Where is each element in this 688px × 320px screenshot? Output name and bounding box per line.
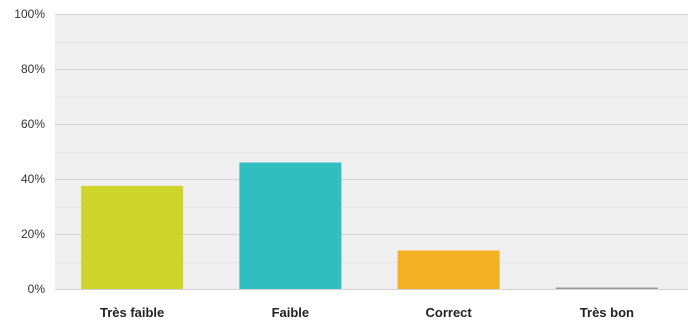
y-axis-tick-labels: 0% 20% 40% 60% 80% 100%	[14, 7, 45, 296]
x-category-label: Très bon	[580, 305, 634, 320]
bar-3	[397, 250, 500, 289]
x-category-label: Très faible	[100, 305, 164, 320]
y-tick-label: 40%	[21, 172, 45, 186]
bar-1	[81, 185, 184, 289]
y-tick-label: 20%	[21, 227, 45, 241]
y-tick-label: 60%	[21, 117, 45, 131]
y-tick-label: 0%	[28, 282, 46, 296]
x-category-label: Correct	[426, 305, 473, 320]
bar-2	[239, 162, 342, 289]
x-category-label: Faible	[272, 305, 310, 320]
bar-4	[555, 287, 658, 289]
y-tick-label: 100%	[14, 7, 45, 21]
y-tick-label: 80%	[21, 62, 45, 76]
bars	[81, 162, 658, 289]
x-axis-category-labels: Très faible Faible Correct Très bon	[100, 305, 634, 320]
